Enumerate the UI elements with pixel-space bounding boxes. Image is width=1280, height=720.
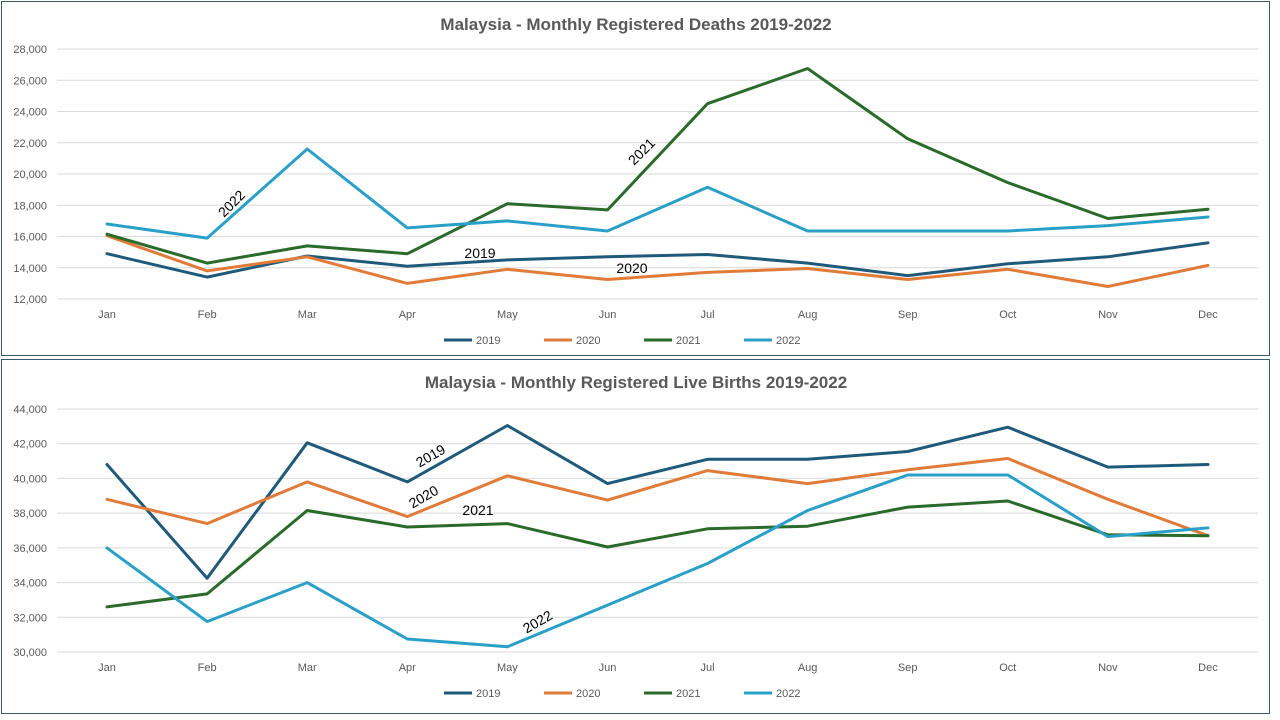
series-annotation: 2021 xyxy=(462,502,493,518)
series-line-2020 xyxy=(105,457,1210,538)
x-tick-label: Sep xyxy=(898,309,918,321)
x-tick-label: Oct xyxy=(999,309,1016,321)
legend-item-2022: 2022 xyxy=(744,335,800,347)
series-annotation: 2019 xyxy=(413,441,448,471)
legend-label: 2019 xyxy=(476,688,500,700)
y-tick-label: 26,000 xyxy=(13,75,47,87)
x-tick-label: Dec xyxy=(1198,662,1218,674)
y-tick-label: 36,000 xyxy=(13,543,47,555)
series-line-2021 xyxy=(105,67,1210,265)
legend-label: 2022 xyxy=(776,688,800,700)
x-tick-label: Aug xyxy=(798,662,818,674)
y-tick-label: 32,000 xyxy=(13,612,47,624)
y-tick-label: 30,000 xyxy=(13,647,47,659)
deaths-chart-panel: Malaysia - Monthly Registered Deaths 201… xyxy=(1,1,1270,356)
x-tick-label: Jul xyxy=(701,662,715,674)
births-line-chart: Malaysia - Monthly Registered Live Birth… xyxy=(13,373,1258,700)
x-tick-label: Jan xyxy=(98,309,116,321)
legend-label: 2021 xyxy=(676,688,700,700)
legend-item-2022: 2022 xyxy=(744,688,800,700)
x-tick-label: Apr xyxy=(399,662,416,674)
series-line-2022 xyxy=(105,147,1210,240)
series-annotation: 2019 xyxy=(464,245,495,261)
births-chart-panel: Malaysia - Monthly Registered Live Birth… xyxy=(1,359,1270,714)
legend-label: 2021 xyxy=(676,335,700,347)
chart-title: Malaysia - Monthly Registered Live Birth… xyxy=(425,373,847,392)
y-tick-label: 34,000 xyxy=(13,578,47,590)
chart-title: Malaysia - Monthly Registered Deaths 201… xyxy=(440,15,831,34)
x-tick-label: Jun xyxy=(599,309,617,321)
y-tick-label: 42,000 xyxy=(13,439,47,451)
y-tick-label: 40,000 xyxy=(13,473,47,485)
x-tick-label: Jul xyxy=(701,309,715,321)
legend-item-2021: 2021 xyxy=(644,335,700,347)
x-tick-label: Oct xyxy=(999,662,1016,674)
series-annotation: 2020 xyxy=(616,260,647,276)
x-tick-label: Feb xyxy=(198,662,217,674)
series-annotation: 2022 xyxy=(520,607,555,637)
x-tick-label: Jun xyxy=(599,662,617,674)
legend-item-2019: 2019 xyxy=(444,688,500,700)
series-line-2022 xyxy=(105,473,1210,649)
legend-label: 2019 xyxy=(476,335,500,347)
x-tick-label: Nov xyxy=(1098,662,1118,674)
series-line-2020 xyxy=(105,234,1210,288)
series-line-2021 xyxy=(105,499,1210,609)
y-tick-label: 22,000 xyxy=(13,138,47,150)
x-tick-label: Dec xyxy=(1198,309,1218,321)
legend-item-2020: 2020 xyxy=(544,335,600,347)
y-tick-label: 18,000 xyxy=(13,200,47,212)
x-tick-label: Jan xyxy=(98,662,116,674)
legend-label: 2020 xyxy=(576,335,600,347)
series-line-2019 xyxy=(105,424,1210,580)
x-tick-label: May xyxy=(497,662,518,674)
y-tick-label: 14,000 xyxy=(13,263,47,275)
deaths-line-chart: Malaysia - Monthly Registered Deaths 201… xyxy=(13,15,1258,347)
x-tick-label: Feb xyxy=(198,309,217,321)
x-tick-label: May xyxy=(497,309,518,321)
legend-item-2019: 2019 xyxy=(444,335,500,347)
y-tick-label: 44,000 xyxy=(13,404,47,416)
y-tick-label: 16,000 xyxy=(13,232,47,244)
series-line-2019 xyxy=(105,241,1210,279)
legend-item-2020: 2020 xyxy=(544,688,600,700)
y-tick-label: 38,000 xyxy=(13,508,47,520)
series-annotation: 2020 xyxy=(406,482,441,512)
x-tick-label: Apr xyxy=(399,309,416,321)
legend-label: 2020 xyxy=(576,688,600,700)
y-tick-label: 20,000 xyxy=(13,169,47,181)
x-tick-label: Sep xyxy=(898,662,918,674)
x-tick-label: Aug xyxy=(798,309,818,321)
y-tick-label: 28,000 xyxy=(13,44,47,56)
x-tick-label: Nov xyxy=(1098,309,1118,321)
y-tick-label: 12,000 xyxy=(13,294,47,306)
legend-label: 2022 xyxy=(776,335,800,347)
y-tick-label: 24,000 xyxy=(13,107,47,119)
x-tick-label: Mar xyxy=(298,662,317,674)
x-tick-label: Mar xyxy=(298,309,317,321)
legend-item-2021: 2021 xyxy=(644,688,700,700)
